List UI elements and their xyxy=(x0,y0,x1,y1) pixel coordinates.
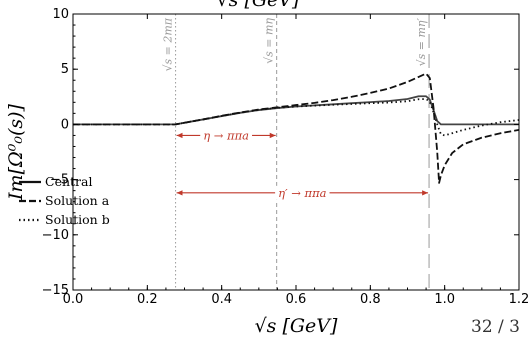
x-tick-label: 0.0 xyxy=(63,292,84,307)
series-line-solution-a xyxy=(73,72,520,184)
series-line-central xyxy=(73,95,519,126)
legend-label-solution-a: Solution a xyxy=(45,193,110,208)
x-tick-label: 0.6 xyxy=(286,292,307,307)
y-tick-label: 10 xyxy=(52,7,69,22)
x-axis-title-top: √s [GeV] xyxy=(217,0,300,11)
x-axis-title: √s [GeV] xyxy=(255,315,338,337)
y-tick-label: 0 xyxy=(61,117,69,132)
y-tick-label: −10 xyxy=(42,228,69,243)
legend: Central Solution a Solution b xyxy=(19,174,110,227)
y-tick-label: −5 xyxy=(50,173,69,188)
page-number: 32 / 3 xyxy=(471,317,520,337)
x-tick-label: 1.2 xyxy=(509,292,530,307)
x-tick-label: 0.2 xyxy=(137,292,158,307)
ticks-group: 0.0 0.2 0.4 0.6 0.8 1.0 1.2 −15 −10 −5 0 5 10 xyxy=(42,7,530,307)
y-tick-label: −15 xyxy=(42,283,69,298)
annotation-label-1: η′ → ππa xyxy=(278,186,327,200)
y-axis-title: Im[Ω⁰₀(s)] xyxy=(5,103,27,200)
x-tick-label: 0.4 xyxy=(211,292,232,307)
annotation-bg xyxy=(275,185,330,200)
legend-label-solution-b: Solution b xyxy=(45,212,110,227)
series-group xyxy=(73,72,520,184)
vertical-line-label-2: √s = mη′ xyxy=(415,18,428,67)
vertical-line-labels: √s = 2mπ √s = mη √s = mη′ xyxy=(162,17,428,71)
vertical-line-label-1: √s = mη xyxy=(263,18,276,64)
y-tick-label: 5 xyxy=(61,62,69,77)
legend-label-central: Central xyxy=(45,174,92,189)
vertical-line-label-0: √s = 2mπ xyxy=(162,17,175,71)
vertical-lines xyxy=(175,14,430,290)
annotations: η → ππa η′ → ππa xyxy=(176,128,429,200)
annotation-bg xyxy=(200,128,253,143)
series-line-solution-b xyxy=(73,98,520,137)
annotation-label-0: η → ππa xyxy=(203,128,249,142)
x-tick-label: 0.8 xyxy=(360,292,381,307)
x-tick-label: 1.0 xyxy=(434,292,455,307)
